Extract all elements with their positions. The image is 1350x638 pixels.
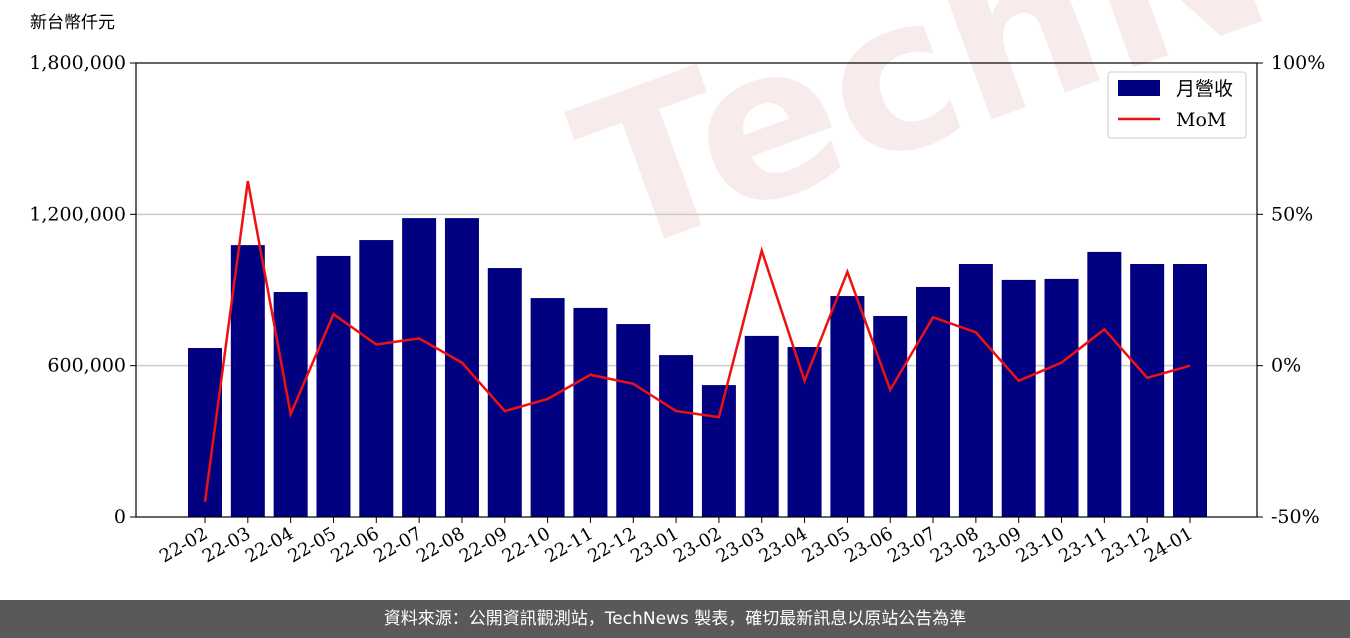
x-tick-label: 22-11 xyxy=(541,523,596,567)
x-tick-label: 23-07 xyxy=(884,523,939,567)
bar xyxy=(1173,264,1207,517)
x-tick-label: 22-03 xyxy=(199,523,254,567)
bar xyxy=(958,264,993,517)
x-tick-label: 23-12 xyxy=(1098,523,1153,567)
bar xyxy=(273,292,308,517)
x-tick-label: 24-01 xyxy=(1141,523,1196,567)
y2-tick-label: 100% xyxy=(1271,52,1325,74)
bar xyxy=(230,245,265,518)
bar xyxy=(1044,278,1079,517)
x-tick-label: 23-04 xyxy=(756,523,811,567)
x-tick-label: 22-08 xyxy=(413,523,468,567)
bar xyxy=(1001,279,1036,517)
watermark: TechNews xyxy=(549,0,1350,303)
bar xyxy=(359,240,394,517)
y-tick-label: 1,800,000 xyxy=(29,52,126,74)
bar xyxy=(916,286,951,517)
y2-tick-label: -50% xyxy=(1271,506,1320,528)
y-tick-label: 1,200,000 xyxy=(29,203,126,225)
legend-label: 月營收 xyxy=(1176,78,1233,100)
bar xyxy=(616,324,651,517)
x-tick-label: 22-10 xyxy=(499,523,554,567)
bar xyxy=(1087,251,1122,518)
x-tick-label: 22-05 xyxy=(285,523,340,567)
x-tick-label: 23-09 xyxy=(970,523,1025,567)
bar xyxy=(316,255,351,517)
x-tick-label: 23-01 xyxy=(627,523,682,567)
legend-swatch xyxy=(1118,80,1160,96)
bar xyxy=(487,268,522,517)
legend-label: MoM xyxy=(1176,109,1226,131)
bar xyxy=(402,218,437,517)
y-tick-label: 600,000 xyxy=(47,355,126,377)
bar xyxy=(573,307,608,517)
x-tick-label: 23-03 xyxy=(713,523,768,567)
x-tick-label: 23-11 xyxy=(1055,523,1110,567)
bar xyxy=(873,315,908,517)
x-tick-label: 22-02 xyxy=(156,523,211,567)
bar xyxy=(188,348,222,517)
bar xyxy=(787,347,822,517)
bar xyxy=(830,296,865,517)
x-tick-label: 22-06 xyxy=(327,523,382,567)
bar xyxy=(744,335,779,517)
x-tick-label: 23-05 xyxy=(798,523,853,567)
x-tick-label: 23-02 xyxy=(670,523,725,567)
bar xyxy=(701,385,736,517)
x-tick-label: 23-10 xyxy=(1013,523,1068,567)
x-tick-label: 22-12 xyxy=(584,523,639,567)
x-tick-label: 23-08 xyxy=(927,523,982,567)
x-tick-label: 22-09 xyxy=(456,523,511,567)
bar xyxy=(1130,264,1165,517)
y-axis-label: 新台幣仟元 xyxy=(30,13,115,33)
bar xyxy=(659,355,694,517)
x-tick-label: 23-06 xyxy=(841,523,896,567)
plot-frame xyxy=(135,62,1258,518)
x-tick-label: 22-07 xyxy=(370,523,425,567)
x-tick-label: 22-04 xyxy=(242,523,297,567)
bar xyxy=(530,298,565,517)
y-tick-label: 0 xyxy=(114,506,126,528)
y2-tick-label: 0% xyxy=(1271,355,1301,377)
mom-line xyxy=(203,180,1191,503)
bar xyxy=(444,218,479,517)
footer: 資料來源：公開資訊觀測站，TechNews 製表，確切最新訊息以原站公告為準 xyxy=(0,600,1350,638)
chart: TechNews 新台幣仟元 0 600,000 1,200,000 1,800,00… xyxy=(29,0,1350,567)
y2-tick-label: 50% xyxy=(1271,203,1313,225)
